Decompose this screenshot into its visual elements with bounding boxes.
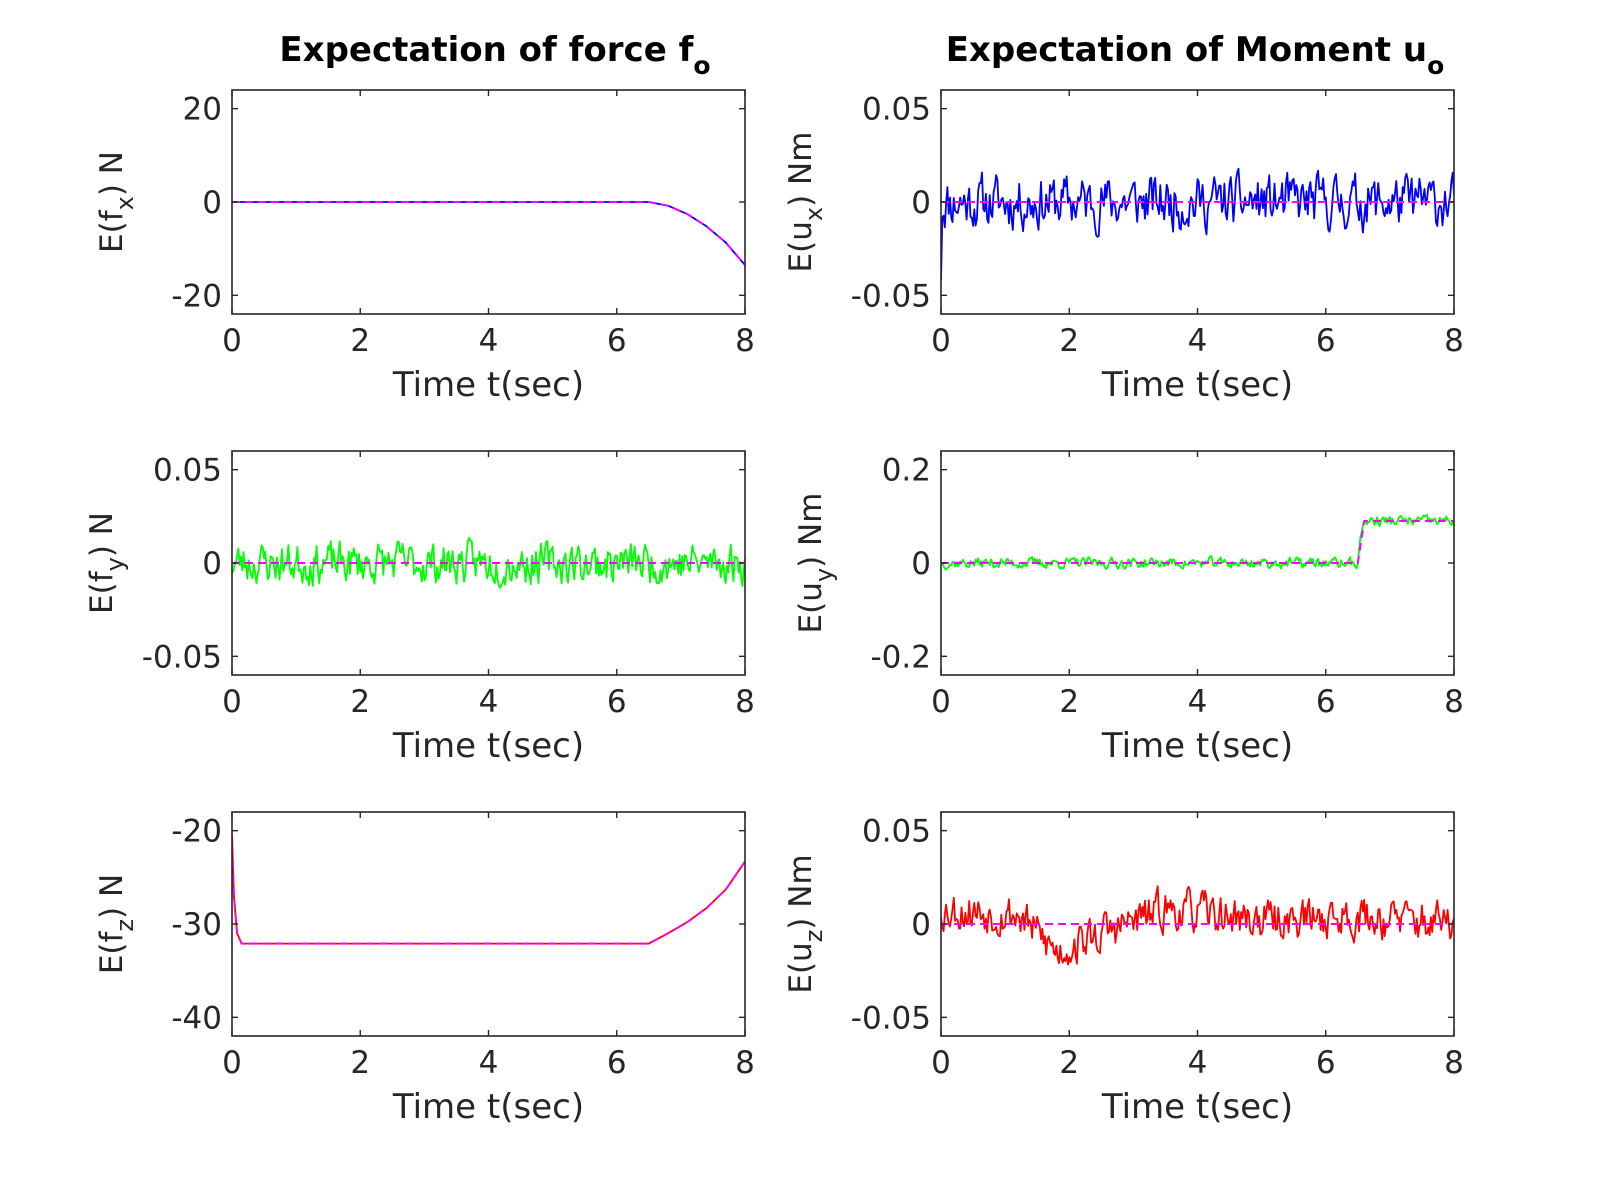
y-tick-label: -0.05 (142, 639, 222, 675)
y-axis-label: E(uz) Nm (783, 854, 828, 993)
x-tick-label: 6 (607, 684, 627, 720)
left-column-title: Expectation of force fo (279, 30, 710, 80)
reference-line (941, 520, 1454, 564)
y-axis-label: E(ux) Nm (783, 132, 828, 273)
y-tick-label: -20 (171, 814, 222, 850)
y-tick-label: -30 (171, 907, 222, 943)
x-tick-label: 6 (1316, 323, 1336, 359)
x-tick-label: 4 (479, 323, 499, 359)
y-tick-label: 0.2 (882, 453, 931, 489)
x-tick-label: 6 (607, 1045, 627, 1081)
subplot-4: 0 2 4 6 8 -0.2 0 0.2 Time t(sec) E(uy) Nm (793, 450, 1464, 766)
x-tick-label: 6 (607, 323, 627, 359)
plot-area (941, 451, 1454, 675)
y-tick-label: -0.05 (851, 1000, 931, 1036)
x-tick-label: 6 (1316, 684, 1336, 720)
x-tick-label: 0 (222, 1045, 242, 1081)
y-tick-label: 20 (183, 92, 222, 128)
y-tick-label: 0 (911, 185, 931, 221)
x-axis-label: Time t(sec) (1101, 726, 1293, 766)
y-tick-label: 0 (911, 907, 931, 943)
x-tick-label: 4 (1188, 684, 1208, 720)
x-tick-label: 2 (1059, 323, 1079, 359)
x-tick-label: 2 (1059, 1045, 1079, 1081)
x-tick-label: 0 (931, 684, 951, 720)
x-tick-label: 2 (350, 1045, 370, 1081)
data-line (941, 885, 1454, 966)
x-tick-label: 0 (222, 684, 242, 720)
right-column-title: Expectation of Moment uo (946, 30, 1445, 80)
data-line (941, 167, 1454, 281)
x-tick-label: 2 (350, 684, 370, 720)
y-tick-label: 0 (202, 546, 222, 582)
y-tick-label: -0.05 (851, 278, 931, 314)
y-tick-label: -40 (171, 1000, 222, 1036)
x-tick-label: 8 (1444, 684, 1464, 720)
x-tick-label: 2 (350, 323, 370, 359)
subplot-5: 0 2 4 6 8 -40 -30 -20 Time t(sec) E(fz) N (94, 811, 755, 1127)
y-tick-label: 0 (202, 185, 222, 221)
y-axis-label: E(uy) Nm (793, 493, 838, 634)
x-axis-label: Time t(sec) (1101, 1087, 1293, 1127)
plot-area (232, 812, 745, 1036)
y-axis-label: E(fy) N (84, 512, 129, 614)
x-axis-label: Time t(sec) (1101, 365, 1293, 405)
x-tick-label: 8 (735, 323, 755, 359)
x-tick-label: 4 (1188, 323, 1208, 359)
x-tick-label: 8 (735, 684, 755, 720)
x-axis-label: Time t(sec) (392, 365, 584, 405)
x-tick-label: 4 (1188, 1045, 1208, 1081)
data-line (941, 514, 1454, 571)
y-axis-label: E(fz) N (94, 874, 139, 974)
reference-line (232, 201, 745, 266)
y-axis-label: E(fx) N (94, 151, 139, 253)
x-tick-label: 8 (735, 1045, 755, 1081)
x-axis-label: Time t(sec) (392, 726, 584, 766)
x-tick-label: 2 (1059, 684, 1079, 720)
y-tick-label: -0.2 (871, 639, 932, 675)
x-tick-label: 4 (479, 684, 499, 720)
x-tick-label: 0 (931, 1045, 951, 1081)
x-tick-label: 8 (1444, 1045, 1464, 1081)
reference-line (232, 835, 745, 945)
x-axis-label: Time t(sec) (392, 1087, 584, 1127)
y-tick-label: 0 (911, 546, 931, 582)
y-tick-label: 0.05 (862, 814, 931, 850)
x-tick-label: 6 (1316, 1045, 1336, 1081)
x-tick-label: 0 (222, 323, 242, 359)
x-tick-label: 4 (479, 1045, 499, 1081)
x-tick-label: 8 (1444, 323, 1464, 359)
y-tick-label: 0.05 (862, 92, 931, 128)
x-tick-label: 0 (931, 323, 951, 359)
y-tick-label: 0.05 (153, 453, 222, 489)
y-tick-label: -20 (171, 278, 222, 314)
